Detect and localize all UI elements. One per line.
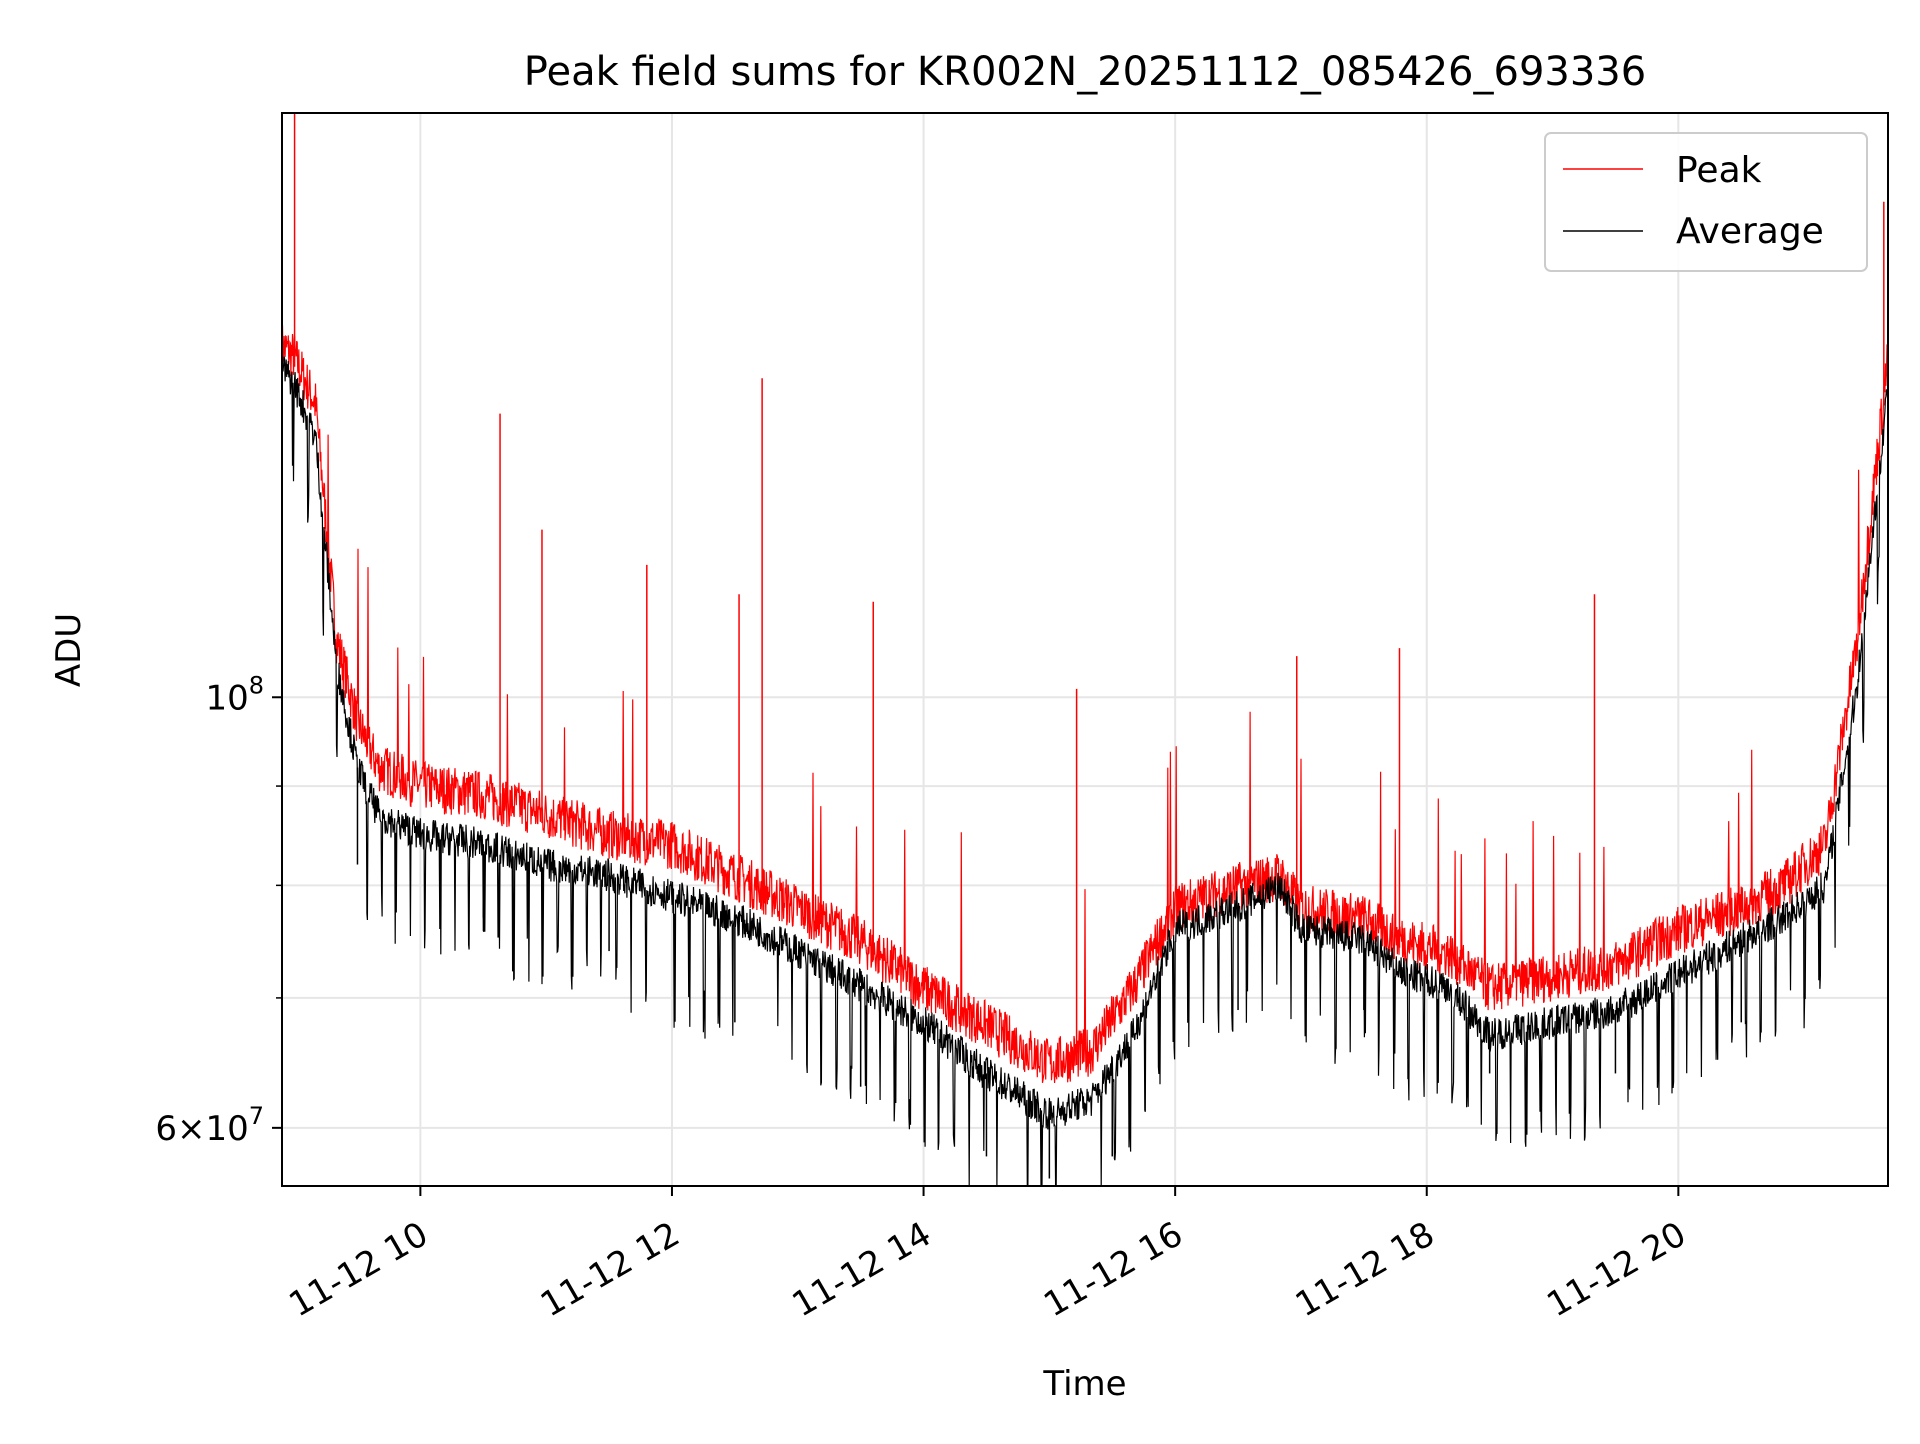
plot-frame bbox=[281, 112, 1889, 1187]
legend-box bbox=[1544, 132, 1868, 272]
plot-series bbox=[281, 113, 1889, 1187]
y-tick-label: 6×107 bbox=[155, 1102, 264, 1149]
series-line-peak bbox=[281, 325, 1889, 1084]
chart-title: Peak field sums for KR002N_20251112_0854… bbox=[524, 49, 1646, 95]
series-line-average bbox=[281, 356, 1889, 1187]
y-axis-label: ADU bbox=[49, 613, 89, 687]
x-tick-label: 11-12 18 bbox=[1289, 1214, 1441, 1325]
x-tick-label: 11-12 16 bbox=[1037, 1214, 1189, 1325]
x-tick-label: 11-12 14 bbox=[786, 1214, 938, 1325]
legend-label-average: Average bbox=[1676, 211, 1824, 252]
x-tick-label: 11-12 10 bbox=[282, 1214, 434, 1325]
x-axis-label: Time bbox=[1042, 1364, 1126, 1404]
legend: Peak Average bbox=[1544, 132, 1868, 272]
y-tick-label: 108 bbox=[205, 671, 264, 718]
x-tick-label: 11-12 12 bbox=[534, 1214, 686, 1325]
legend-label-peak: Peak bbox=[1676, 150, 1762, 191]
x-tick-label: 11-12 20 bbox=[1540, 1214, 1692, 1325]
